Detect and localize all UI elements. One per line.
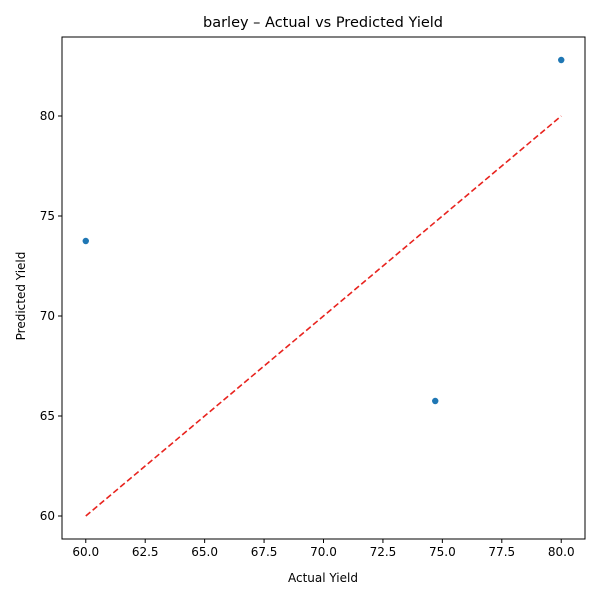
x-tick-label: 65.0	[191, 545, 218, 559]
data-point	[558, 56, 565, 64]
x-tick-label: 67.5	[251, 545, 278, 559]
plot-area	[82, 56, 565, 517]
y-tick-label: 80	[40, 109, 55, 123]
x-tick-label: 60.0	[72, 545, 99, 559]
x-tick-label: 70.0	[310, 545, 337, 559]
y-tick-label: 75	[40, 209, 55, 223]
y-axis-label: Predicted Yield	[14, 252, 28, 341]
x-tick-label: 72.5	[370, 545, 397, 559]
data-point	[432, 397, 439, 405]
data-point	[82, 237, 89, 245]
x-tick-label: 75.0	[429, 545, 456, 559]
chart-title: barley – Actual vs Predicted Yield	[203, 15, 443, 31]
x-axis-label: Actual Yield	[288, 571, 358, 585]
x-tick-label: 62.5	[132, 545, 159, 559]
y-tick-label: 60	[40, 509, 55, 523]
y-tick-label: 65	[40, 409, 55, 423]
x-tick-label: 80.0	[548, 545, 575, 559]
identity-reference-line	[85, 115, 562, 517]
y-tick-label: 70	[40, 309, 55, 323]
axes: 60.0 62.5 65.0 67.5 70.0 72.5 75.0 77.5 80.0 60 65…	[40, 36, 586, 559]
x-tick-label: 77.5	[488, 545, 515, 559]
